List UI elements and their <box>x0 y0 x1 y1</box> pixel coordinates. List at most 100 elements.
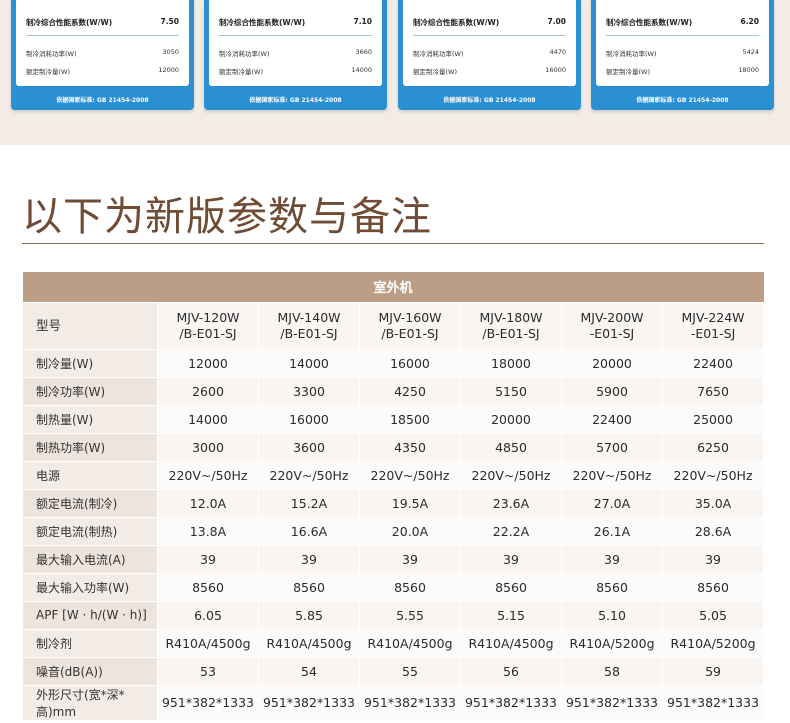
value-cell: 951*382*1333 <box>157 684 259 721</box>
table-row-model: 型号 MJV-120W/B-E01-SJ MJV-140W/B-E01-SJ M… <box>22 301 765 350</box>
row-label: APF [W · h/(W · h)] <box>22 600 158 630</box>
value-cell: 220V~/50Hz <box>561 460 663 490</box>
table-body: 型号 MJV-120W/B-E01-SJ MJV-140W/B-E01-SJ M… <box>22 301 765 721</box>
row-label: 最大输入电流(A) <box>22 544 158 574</box>
row-label: 最大输入功率(W) <box>22 572 158 602</box>
model-line: MJV-160W <box>378 309 442 325</box>
value-cell: 4350 <box>359 432 461 462</box>
energy-label-card: 制冷综合性能系数(W/W) 7.10 制冷消耗功率(W) 3660 额定制冷量(… <box>204 0 387 110</box>
table-row: 额定电流(制冷) 12.0A 15.2A 19.5A 23.6A 27.0A 35.0A <box>22 488 765 518</box>
energy-label-card-body: 制冷综合性能系数(W/W) 6.20 制冷消耗功率(W) 5424 额定制冷量(… <box>596 0 769 86</box>
value-cell: 53 <box>157 656 259 686</box>
value-cell: 8560 <box>258 572 360 602</box>
outdoor-unit-spec-table: 室外机 型号 MJV-120W/B-E01-SJ MJV-140W/B-E01-… <box>22 272 765 721</box>
table-row: 最大输入功率(W) 8560 8560 8560 8560 8560 8560 <box>22 572 765 602</box>
model-cell: MJV-200W -E01-SJ <box>561 301 663 350</box>
power-label: 制冷消耗功率(W) <box>413 50 464 58</box>
table-group-header: 室外机 <box>22 272 764 302</box>
model-line: MJV-140W <box>277 309 341 325</box>
table-row: 噪音(dB(A)) 53 54 55 56 58 59 <box>22 656 765 686</box>
value-cell: 54 <box>258 656 360 686</box>
table-row: 制热量(W) 14000 16000 18500 20000 22400 25000 <box>22 404 765 434</box>
energy-label-card: 制冷综合性能系数(W/W) 7.00 制冷消耗功率(W) 4470 额定制冷量(… <box>398 0 581 110</box>
value-cell: 8560 <box>157 572 259 602</box>
row-label: 额定电流(制热) <box>22 516 158 546</box>
table-row: 额定电流(制热) 13.8A 16.6A 20.0A 22.2A 26.1A 28.6A <box>22 516 765 546</box>
value-cell: 8560 <box>359 572 461 602</box>
value-cell: R410A/4500g <box>258 628 360 658</box>
power-row: 制冷消耗功率(W) 3660 <box>219 48 372 60</box>
cop-value: 6.20 <box>740 17 759 26</box>
model-line: /B-E01-SJ <box>280 325 338 341</box>
capacity-row: 额定制冷量(W) 12000 <box>26 66 179 78</box>
model-line: -E01-SJ <box>589 325 635 341</box>
value-cell: 35.0A <box>661 488 765 518</box>
value-cell: 220V~/50Hz <box>460 460 562 490</box>
value-cell: R410A/4500g <box>157 628 259 658</box>
model-line: MJV-200W <box>580 309 644 325</box>
table-row: 制冷功率(W) 2600 3300 4250 5150 5900 7650 <box>22 376 765 406</box>
value-cell: 59 <box>661 656 765 686</box>
value-cell: 5700 <box>561 432 663 462</box>
value-cell: 20000 <box>460 404 562 434</box>
value-cell: 7650 <box>661 376 765 406</box>
card-divider <box>413 35 566 36</box>
value-cell: 14000 <box>157 404 259 434</box>
value-cell: 16000 <box>258 404 360 434</box>
value-cell: 4250 <box>359 376 461 406</box>
value-cell: 3600 <box>258 432 360 462</box>
value-cell: 39 <box>258 544 360 574</box>
model-cell: MJV-120W/B-E01-SJ <box>157 301 259 350</box>
row-label: 噪音(dB(A)) <box>22 656 158 686</box>
row-label: 制热量(W) <box>22 404 158 434</box>
cop-value: 7.10 <box>353 17 372 26</box>
value-cell: 220V~/50Hz <box>258 460 360 490</box>
capacity-label: 额定制冷量(W) <box>413 68 457 76</box>
capacity-row: 额定制冷量(W) 18000 <box>606 66 759 78</box>
value-cell: 26.1A <box>561 516 663 546</box>
model-line: -E01-SJ <box>690 325 736 341</box>
table-row: 外形尺寸(宽*深*高)mm 951*382*1333 951*382*1333 951… <box>22 684 765 721</box>
value-cell: 55 <box>359 656 461 686</box>
value-cell: 56 <box>460 656 562 686</box>
row-label: 外形尺寸(宽*深*高)mm <box>22 684 158 721</box>
value-cell: 39 <box>661 544 765 574</box>
value-cell: 220V~/50Hz <box>157 460 259 490</box>
capacity-row: 额定制冷量(W) 14000 <box>219 66 372 78</box>
energy-label-card-body: 制冷综合性能系数(W/W) 7.10 制冷消耗功率(W) 3660 额定制冷量(… <box>209 0 382 86</box>
table-row: 最大输入电流(A) 39 39 39 39 39 39 <box>22 544 765 574</box>
value-cell: 4850 <box>460 432 562 462</box>
value-cell: 951*382*1333 <box>561 684 663 721</box>
value-cell: R410A/4500g <box>359 628 461 658</box>
power-value: 3660 <box>355 48 372 56</box>
capacity-label: 额定制冷量(W) <box>26 68 70 76</box>
capacity-label: 额定制冷量(W) <box>606 68 650 76</box>
value-cell: 23.6A <box>460 488 562 518</box>
cop-row: 制冷综合性能系数(W/W) 7.00 <box>413 17 566 33</box>
value-cell: 28.6A <box>661 516 765 546</box>
value-cell: 5150 <box>460 376 562 406</box>
table-row: 制冷剂 R410A/4500g R410A/4500g R410A/4500g R410… <box>22 628 765 658</box>
value-cell: 39 <box>157 544 259 574</box>
power-row: 制冷消耗功率(W) 3050 <box>26 48 179 60</box>
value-cell: 20000 <box>561 348 663 378</box>
value-cell: 5900 <box>561 376 663 406</box>
row-label: 制冷剂 <box>22 628 158 658</box>
card-divider <box>219 35 372 36</box>
cop-value: 7.00 <box>547 17 566 26</box>
value-cell: 951*382*1333 <box>258 684 360 721</box>
value-cell: 5.05 <box>661 600 765 630</box>
power-row: 制冷消耗功率(W) 4470 <box>413 48 566 60</box>
value-cell: 18000 <box>460 348 562 378</box>
model-cell: MJV-180W/B-E01-SJ <box>460 301 562 350</box>
power-row: 制冷消耗功率(W) 5424 <box>606 48 759 60</box>
model-cell: MJV-140W/B-E01-SJ <box>258 301 360 350</box>
model-line: MJV-224W <box>681 309 745 325</box>
value-cell: 20.0A <box>359 516 461 546</box>
standard-footer: 依据国家标准: GB 21454-2008 <box>56 97 149 104</box>
value-cell: 22.2A <box>460 516 562 546</box>
cop-value: 7.50 <box>160 17 179 26</box>
value-cell: 22400 <box>561 404 663 434</box>
value-cell: R410A/5200g <box>561 628 663 658</box>
row-label: 电源 <box>22 460 158 490</box>
